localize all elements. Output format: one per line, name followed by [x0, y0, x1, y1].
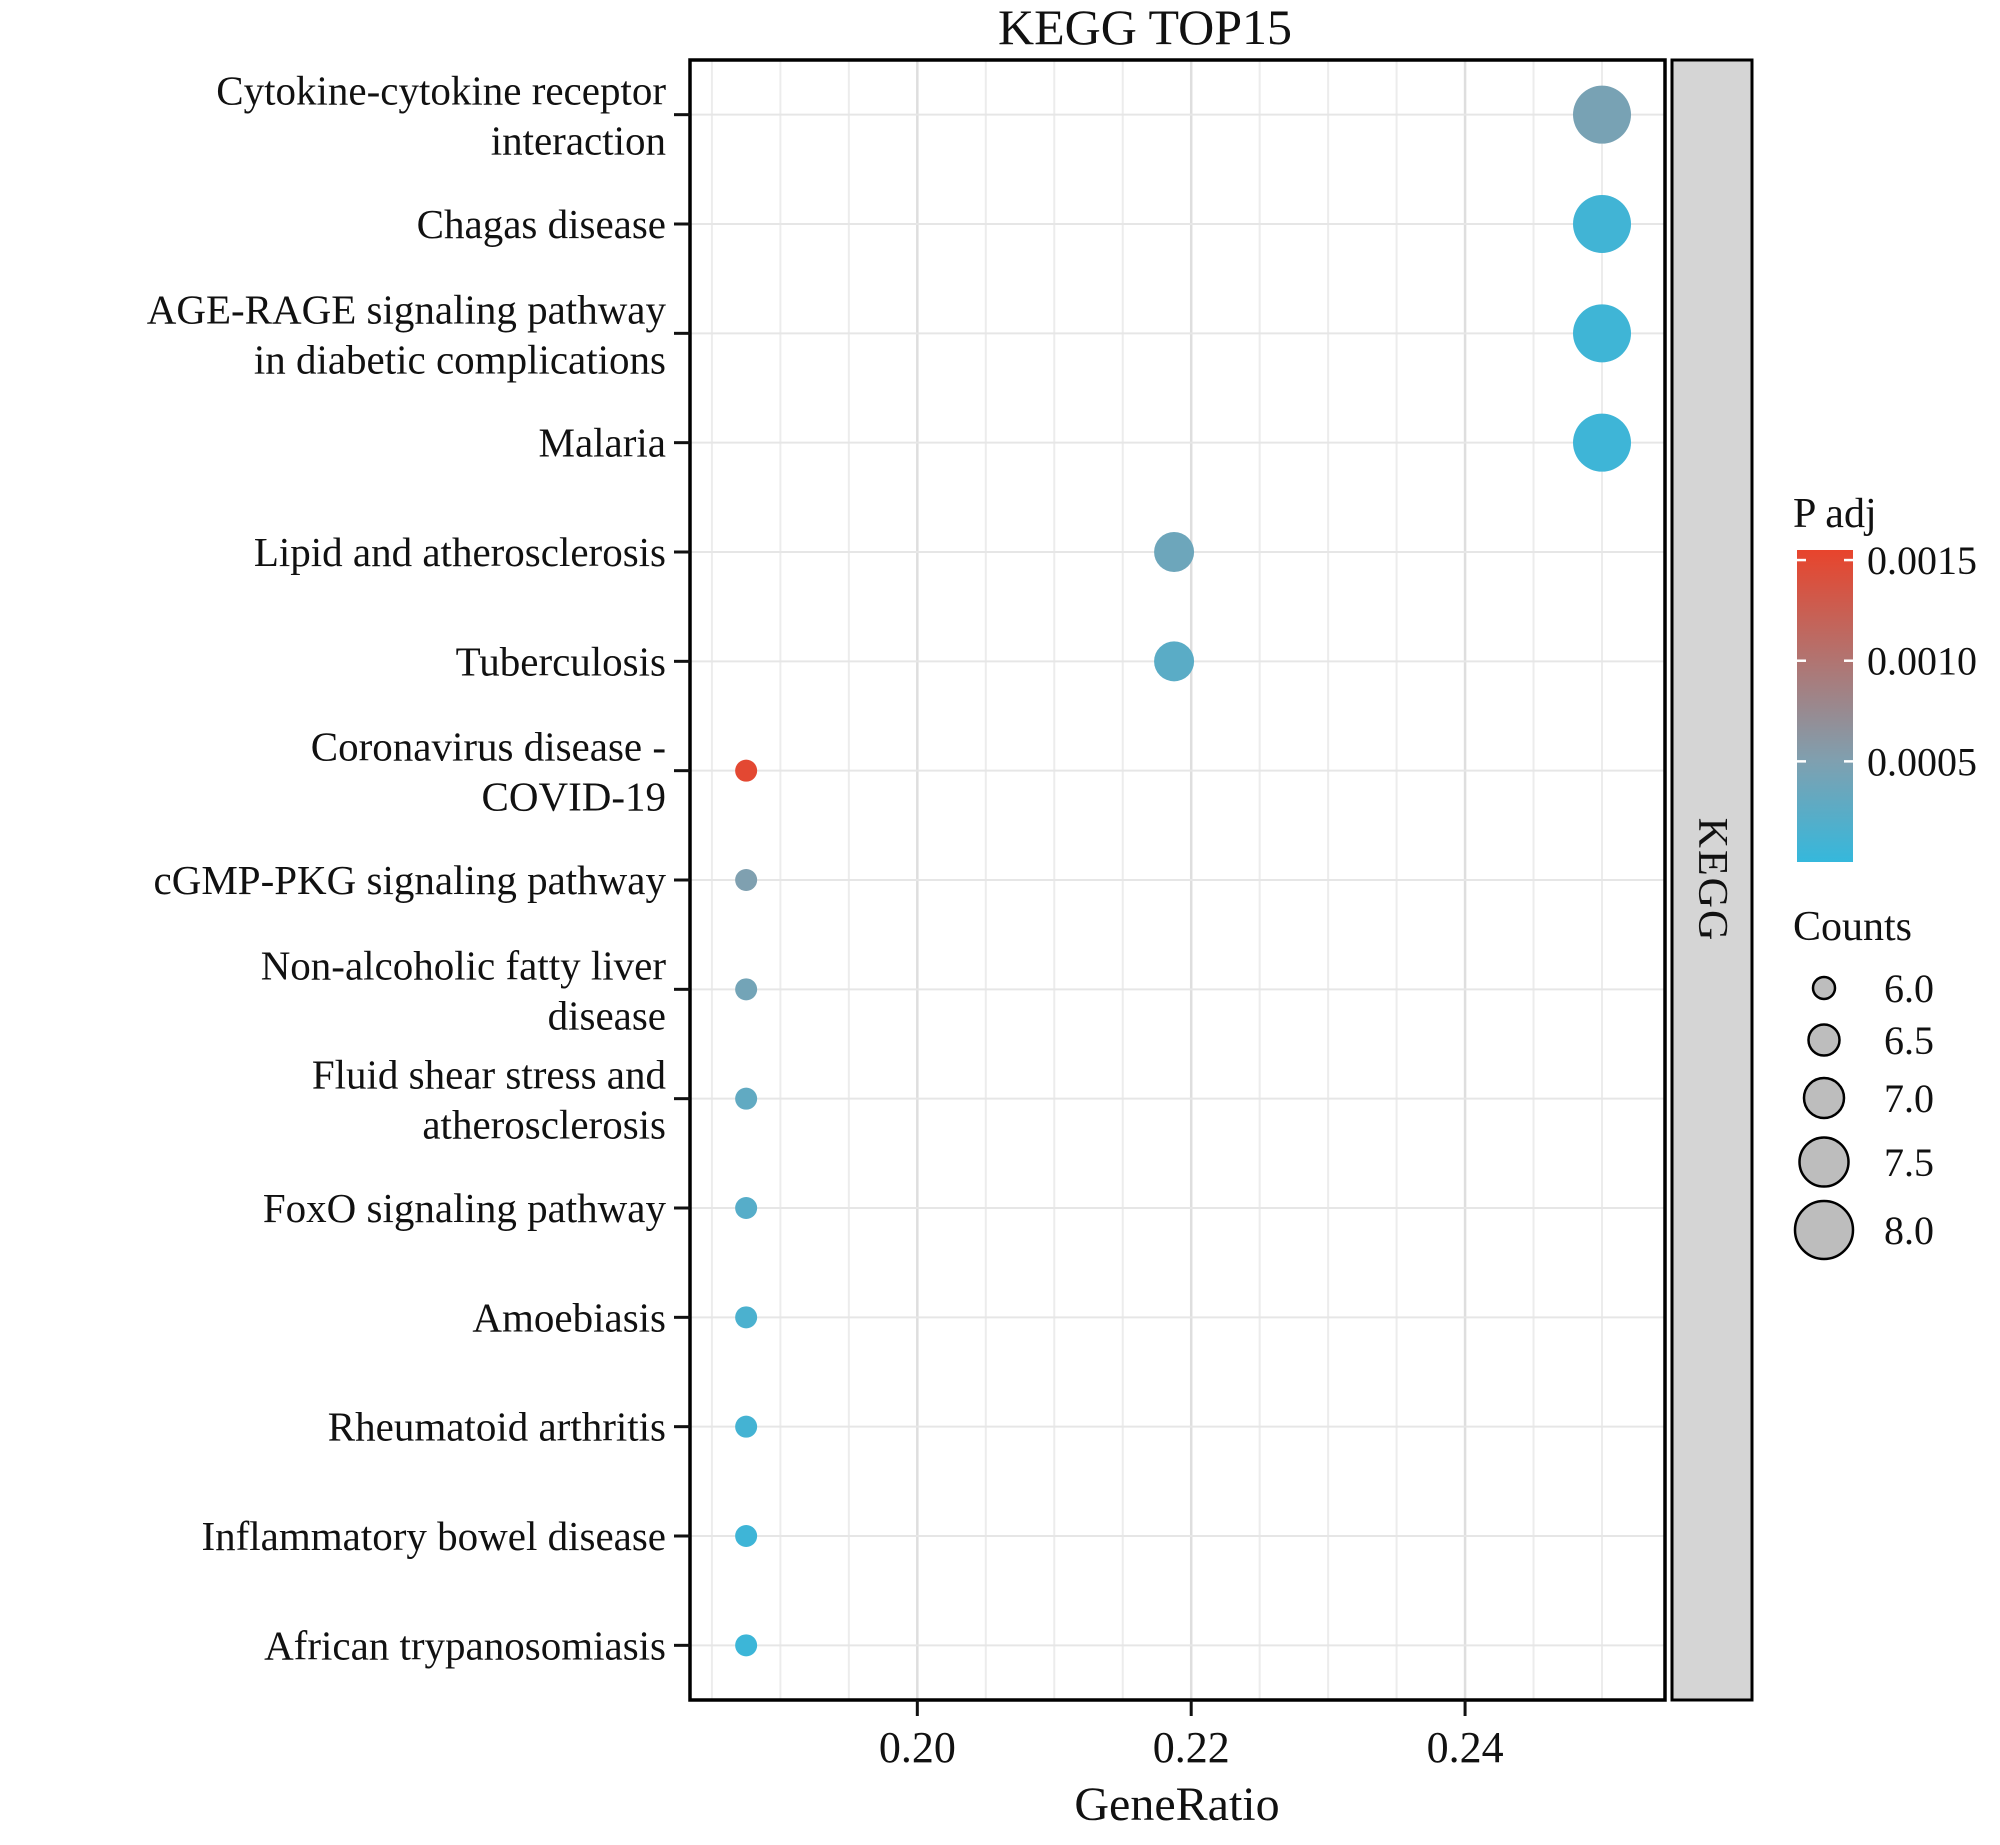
- counts-size-legend: Counts 6.0 6.5 7.0 7.5 8.0: [1793, 904, 1934, 1261]
- colorbar-tick-label: 0.0010: [1867, 639, 1977, 684]
- pathway-point: [735, 1525, 758, 1547]
- y-axis-label: Chagas disease: [417, 201, 666, 247]
- y-axis-label: Non-alcoholic fatty liver: [261, 942, 667, 988]
- padj-legend-title: P adj: [1793, 491, 1877, 537]
- size-legend-label: 6.5: [1884, 1018, 1934, 1063]
- y-axis-label: AGE-RAGE signaling pathway: [147, 286, 667, 332]
- y-axis-label: Amoebiasis: [472, 1294, 666, 1340]
- pathway-point: [735, 1087, 758, 1110]
- pathway-point: [735, 1634, 758, 1657]
- colorbar-tick-label: 0.0015: [1867, 538, 1977, 583]
- size-legend-circle: [1802, 1076, 1846, 1120]
- y-axis-label: disease: [548, 992, 666, 1038]
- padj-colorbar: [1797, 550, 1853, 862]
- size-legend-label: 7.5: [1884, 1140, 1934, 1185]
- chart-title: KEGG TOP15: [998, 0, 1292, 55]
- pathway-point: [1573, 304, 1632, 363]
- y-axis-label: COVID-19: [482, 774, 666, 820]
- size-legend-circle: [1793, 1199, 1855, 1261]
- y-axis-label: Malaria: [539, 420, 666, 466]
- pathway-point: [1573, 195, 1632, 253]
- y-axis-label: Inflammatory bowel disease: [201, 1513, 666, 1559]
- y-axis-label: Lipid and atherosclerosis: [254, 529, 666, 575]
- size-legend-circle: [1807, 1023, 1841, 1057]
- y-axis-label: cGMP-PKG signaling pathway: [154, 857, 667, 903]
- size-legend-circle: [1811, 975, 1837, 1001]
- y-axis-label: Fluid shear stress and: [312, 1052, 666, 1098]
- counts-legend-items: 6.0 6.5 7.0 7.5 8.0: [1793, 966, 1934, 1261]
- pathway-point: [735, 1415, 758, 1438]
- facet-strip: KEGG: [1670, 58, 1754, 1702]
- pathway-point: [735, 978, 758, 1001]
- pathway-point: [735, 1197, 758, 1219]
- pathway-point: [1154, 641, 1195, 682]
- y-axis-label: atherosclerosis: [422, 1102, 666, 1148]
- y-axis-label: Tuberculosis: [456, 638, 666, 684]
- size-legend-circle: [1798, 1136, 1850, 1188]
- y-axis-label: Coronavirus disease -: [311, 724, 666, 770]
- pathway-point: [735, 869, 758, 891]
- y-axis-label: FoxO signaling pathway: [263, 1185, 667, 1231]
- pathway-point: [735, 759, 758, 782]
- colorbar-tick-label: 0.0005: [1867, 739, 1977, 784]
- padj-colorbar-ticks: 0.0015 0.0010 0.0005: [1797, 538, 1977, 784]
- x-axis-title: GeneRatio: [1074, 1778, 1279, 1831]
- size-legend-label: 8.0: [1884, 1208, 1934, 1253]
- pathway-point: [1573, 85, 1632, 144]
- facet-strip-background: [1670, 58, 1754, 1702]
- x-tick-label: 0.22: [1153, 1723, 1230, 1772]
- x-tick-label: 0.24: [1427, 1723, 1504, 1772]
- data-points: [735, 85, 1632, 1657]
- pathway-point: [1154, 532, 1195, 572]
- facet-strip-label: KEGG: [1689, 818, 1735, 943]
- pathway-point: [1573, 413, 1632, 472]
- y-axis-label: African trypanosomiasis: [264, 1622, 666, 1668]
- size-legend-label: 7.0: [1884, 1076, 1934, 1121]
- y-axis-label: interaction: [491, 118, 666, 164]
- counts-legend-title: Counts: [1793, 904, 1912, 950]
- x-tick-label: 0.20: [879, 1723, 956, 1772]
- padj-color-legend: P adj 0.0015 0.0010 0.0005: [1793, 491, 1977, 862]
- x-axis: 0.20 0.22 0.24: [879, 1700, 1504, 1772]
- size-legend-label: 6.0: [1884, 966, 1934, 1011]
- pathway-point: [735, 1306, 758, 1329]
- y-axis-label: Cytokine-cytokine receptor: [216, 68, 666, 114]
- y-axis-label: Rheumatoid arthritis: [328, 1404, 666, 1450]
- y-axis-label: in diabetic complications: [254, 336, 666, 382]
- plot-panel: [688, 58, 1667, 1702]
